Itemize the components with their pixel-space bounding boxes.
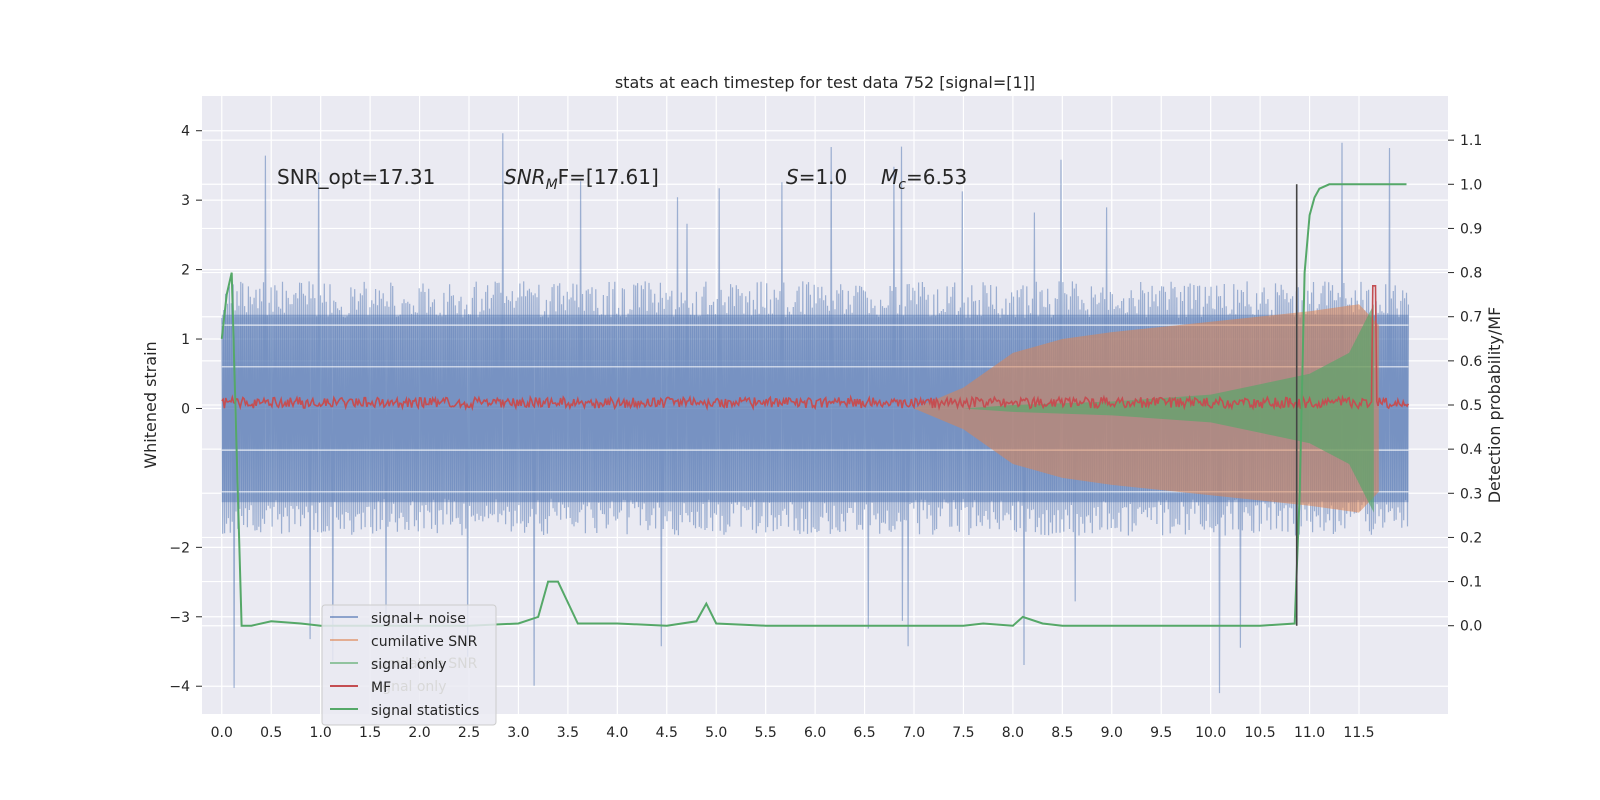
annotation-s: S=1.0 xyxy=(786,165,847,189)
y-right-tick-label: 0.1 xyxy=(1460,575,1482,591)
legend-label: signal+ noise xyxy=(371,611,466,627)
y-tick-label: 0 xyxy=(181,401,190,417)
y-tick-label: 2 xyxy=(181,263,190,279)
y-right-tick-label: 0.5 xyxy=(1460,398,1482,414)
y-tick-label: −2 xyxy=(169,540,190,556)
x-tick-label: 0.0 xyxy=(211,725,233,741)
x-tick-label: 3.0 xyxy=(507,725,529,741)
mc-label: M xyxy=(881,165,898,189)
y-right-tick-label: 0.9 xyxy=(1460,221,1482,237)
legend-box xyxy=(321,604,497,726)
x-tick-label: 11.0 xyxy=(1294,725,1325,741)
x-tick-label: 6.0 xyxy=(804,725,826,741)
y-axis-label-right: Detection probability/MF xyxy=(1485,307,1504,504)
y-tick-label: −4 xyxy=(169,679,190,695)
y-right-tick-label: 0.0 xyxy=(1460,619,1482,635)
x-tick-label: 4.5 xyxy=(656,725,678,741)
x-tick-label: 1.0 xyxy=(310,725,332,741)
x-tick-label: 5.5 xyxy=(755,725,777,741)
y-axis-label-left: Whitened strain xyxy=(141,341,160,468)
y-right-tick-label: 1.1 xyxy=(1460,133,1482,149)
x-tick-label: 7.0 xyxy=(903,725,925,741)
s-label: S xyxy=(786,165,799,189)
x-tick-label: 3.5 xyxy=(557,725,579,741)
s-value: =1.0 xyxy=(799,165,848,189)
mc-value: =6.53 xyxy=(906,165,967,189)
series-layer xyxy=(220,133,1410,694)
legend-ghost-label: cumilative SNR xyxy=(371,656,478,672)
x-tick-label: 7.5 xyxy=(952,725,974,741)
x-tick-label: 0.5 xyxy=(260,725,282,741)
snr-mf-subscript: M xyxy=(546,177,558,193)
y-right-tick-label: 1.0 xyxy=(1460,177,1482,193)
x-tick-label: 10.0 xyxy=(1195,725,1226,741)
annotation-snr-mf: SNRMF=[17.61] xyxy=(504,165,659,193)
y-right-tick-label: 0.6 xyxy=(1460,354,1482,370)
y-right-tick-label: 0.3 xyxy=(1460,486,1482,502)
signal-only-series xyxy=(963,304,1374,513)
x-tick-label: 2.0 xyxy=(408,725,430,741)
x-tick-label: 9.5 xyxy=(1150,725,1172,741)
annotation-snr-opt: SNR_opt=17.31 xyxy=(277,165,435,189)
legend-label: MF xyxy=(371,680,391,696)
y-right-tick-label: 0.2 xyxy=(1460,530,1482,546)
x-tick-label: 6.5 xyxy=(853,725,875,741)
legend-ghost-label: signal only xyxy=(371,679,446,695)
y-tick-label: 3 xyxy=(181,193,190,209)
annotation-mc: Mc=6.53 xyxy=(881,165,967,193)
axis-ticks: 0.0 0.5 1.0 1.5 2.0 2.5 3.0 3.5 4.0 4.5 5.0 5.5 6.0 6… xyxy=(169,124,1482,741)
x-tick-label: 9.0 xyxy=(1101,725,1123,741)
signal-statistics-series xyxy=(220,183,1407,627)
annotations: SNR_opt=17.31 SNRMF=[17.61] S=1.0 Mc=6.5… xyxy=(277,165,967,193)
x-tick-label: 4.0 xyxy=(606,725,628,741)
legend-label: signal statistics xyxy=(371,703,479,719)
snr-mf-prefix: SNR xyxy=(504,165,546,189)
x-tick-label: 8.5 xyxy=(1051,725,1073,741)
mc-subscript: c xyxy=(898,177,906,193)
legend: cumilative SNR signal only signal+ noise… xyxy=(321,604,497,726)
x-tick-label: 11.5 xyxy=(1343,725,1374,741)
chart-title: stats at each timestep for test data 752… xyxy=(615,73,1035,92)
y-right-tick-label: 0.4 xyxy=(1460,442,1482,458)
y-tick-label: −3 xyxy=(169,610,190,626)
x-tick-label: 1.5 xyxy=(359,725,381,741)
y-tick-label: 1 xyxy=(181,332,190,348)
legend-label: cumilative SNR xyxy=(371,634,478,650)
y-tick-label: 4 xyxy=(181,124,190,140)
y-right-tick-label: 0.8 xyxy=(1460,266,1482,282)
y-right-tick-label: 0.7 xyxy=(1460,310,1482,326)
x-tick-label: 10.5 xyxy=(1245,725,1276,741)
x-tick-label: 2.5 xyxy=(458,725,480,741)
mf-series xyxy=(221,285,1410,412)
x-tick-label: 5.0 xyxy=(705,725,727,741)
legend-label: signal only xyxy=(371,657,446,673)
x-tick-label: 8.0 xyxy=(1002,725,1024,741)
snr-mf-suffix: F=[17.61] xyxy=(558,165,659,189)
